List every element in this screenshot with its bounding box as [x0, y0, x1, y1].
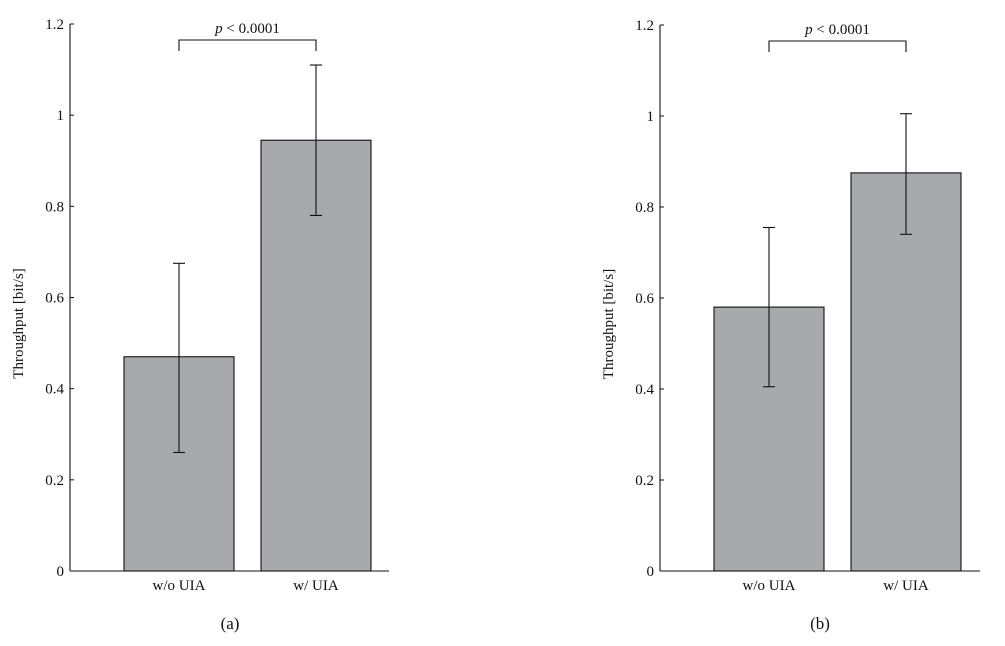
y-tick-label: 0.4	[635, 382, 654, 398]
significance-bracket	[178, 39, 317, 51]
chart-panel-b: 0 0.2 0.4 0.6 0.8 1 1.2 w/o UIA w/ UIA Throughput…	[601, 18, 980, 633]
y-tick-label: 1	[57, 108, 65, 124]
y-tick-label: 1	[647, 109, 655, 125]
x-tick-label: w/ UIA	[293, 578, 339, 594]
y-axis-label: Throughput [bit/s]	[11, 268, 27, 378]
p-symbol: p	[804, 22, 813, 38]
error-bar-without-uia	[763, 226, 775, 388]
y-tick-label: 0.2	[45, 473, 64, 489]
y-tick-label: 0	[647, 564, 655, 580]
significance-bracket	[768, 40, 907, 52]
error-bar-with-uia	[900, 113, 912, 235]
x-tick-label: w/ UIA	[883, 578, 929, 594]
y-tick-label: 0.8	[45, 199, 64, 215]
x-tick-label: w/o UIA	[153, 578, 206, 594]
y-axis-label: Throughput [bit/s]	[601, 269, 617, 379]
panel-label: (a)	[221, 614, 240, 633]
chart-panel-a: 0 0.2 0.4 0.6 0.8 1 1.2 w/o UIA w/ UIA Throughput…	[11, 17, 389, 633]
panel-label: (b)	[810, 614, 830, 633]
y-tick-label: 0.8	[635, 200, 654, 216]
y-tick-label: 1.2	[635, 18, 654, 34]
x-tick-label: w/o UIA	[743, 578, 796, 594]
error-bar-with-uia	[310, 64, 322, 216]
y-tick-label: 0.6	[45, 291, 64, 307]
y-tick-label: 0.4	[45, 382, 64, 398]
y-tick-label: 1.2	[45, 17, 64, 33]
bar-with-uia	[850, 172, 962, 572]
p-value-text: < 0.0001	[813, 22, 870, 38]
p-value-text: < 0.0001	[223, 21, 280, 37]
y-tick-label: 0	[57, 564, 65, 580]
significance-annotation: p < 0.0001	[214, 21, 280, 37]
p-symbol: p	[214, 21, 223, 37]
significance-annotation: p < 0.0001	[804, 22, 870, 38]
y-tick-label: 0.2	[635, 473, 654, 489]
y-tick-label: 0.6	[635, 291, 654, 307]
error-bar-without-uia	[173, 262, 185, 454]
